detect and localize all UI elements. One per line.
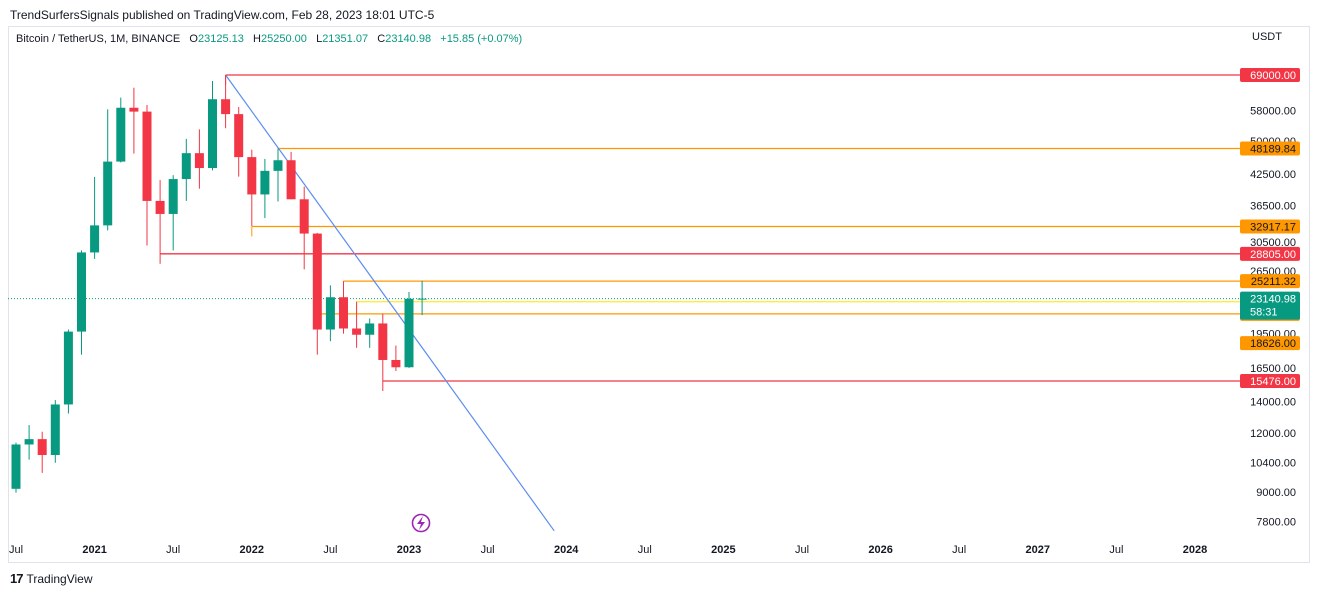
low-value: 21351.07 — [322, 33, 369, 45]
y-tick-label: 42500.00 — [1250, 169, 1296, 181]
candle-body[interactable] — [155, 200, 165, 214]
tradingview-brand[interactable]: 17 TradingView — [10, 571, 93, 586]
candle-body[interactable] — [24, 439, 34, 445]
brand-name: TradingView — [26, 571, 93, 586]
y-tick-label: 12000.00 — [1250, 428, 1296, 440]
x-tick-label: 2025 — [711, 544, 735, 556]
y-tick-label: 16500.00 — [1250, 363, 1296, 375]
candle-body[interactable] — [404, 298, 414, 368]
candle-body[interactable] — [142, 111, 152, 201]
x-tick-label: 2024 — [554, 544, 579, 556]
candle-body[interactable] — [77, 252, 86, 332]
x-tick-label: Jul — [1109, 544, 1123, 556]
trend-line[interactable] — [225, 74, 555, 532]
candle-body[interactable] — [260, 170, 270, 195]
close-value: 23140.98 — [385, 33, 432, 45]
candle-body[interactable] — [11, 444, 21, 489]
open-value: 23125.13 — [197, 33, 244, 45]
candle-body[interactable] — [194, 153, 204, 169]
level-price-label-bg — [1240, 141, 1300, 156]
level-price-label-bg — [1240, 374, 1300, 388]
candle-body[interactable] — [312, 233, 322, 330]
level-price-label: 15476.00 — [1250, 376, 1296, 388]
y-tick-label: 10400.00 — [1250, 457, 1296, 469]
candle-body[interactable] — [299, 199, 309, 234]
level-price-label: 32917.17 — [1250, 222, 1296, 234]
tradingview-logo-icon: 17 — [10, 571, 24, 586]
chart-frame — [8, 26, 1310, 563]
x-tick-label: Jul — [952, 544, 966, 556]
candle-body[interactable] — [325, 297, 335, 330]
close-label: C — [377, 33, 386, 45]
symbol-name[interactable]: Bitcoin / TetherUS, 1M, BINANCE — [16, 33, 181, 45]
level-price-label-bg — [1240, 219, 1300, 234]
high-value: 25250.00 — [261, 33, 307, 45]
x-tick-label: Jul — [323, 544, 337, 556]
level-price-label: 48189.84 — [1250, 143, 1296, 155]
candle-body[interactable] — [37, 439, 47, 456]
y-tick-label: 30500.00 — [1250, 237, 1296, 249]
candle-body[interactable] — [208, 99, 217, 169]
candle-body[interactable] — [181, 153, 191, 180]
x-tick-label: 2028 — [1183, 544, 1207, 556]
publish-info: TrendSurfersSignals published on Trading… — [10, 8, 435, 22]
candle-body[interactable] — [116, 107, 126, 162]
level-price-label-bg — [1240, 246, 1300, 261]
candle-body[interactable] — [286, 160, 296, 200]
y-tick-label: 14000.00 — [1250, 397, 1296, 409]
candle-body[interactable] — [352, 328, 362, 335]
current-price-label: 23140.98 — [1250, 294, 1296, 306]
x-tick-label: 2023 — [397, 544, 421, 556]
candle-body[interactable] — [417, 298, 427, 300]
extra-price-label-bg — [1240, 336, 1300, 351]
y-tick-label: 36500.00 — [1250, 200, 1296, 212]
candle-body[interactable] — [50, 404, 60, 456]
high-label: H — [253, 33, 261, 45]
candle-body[interactable] — [129, 107, 139, 112]
open-label: O — [189, 33, 198, 45]
x-tick-label: 2022 — [240, 544, 264, 556]
low-label: L — [316, 33, 323, 45]
level-price-label: 69000.00 — [1250, 70, 1296, 82]
y-axis-currency: USDT — [1252, 31, 1282, 43]
change-value: +15.85 (+0.07%) — [440, 33, 523, 45]
lightning-icon — [411, 513, 431, 533]
candle-body[interactable] — [378, 323, 388, 360]
candle-body[interactable] — [391, 359, 401, 368]
y-tick-label: 7800.00 — [1256, 516, 1296, 528]
current-price-label-bg — [1240, 291, 1300, 320]
x-tick-label: Jul — [9, 544, 23, 556]
candle-body[interactable] — [234, 114, 244, 158]
x-tick-label: Jul — [795, 544, 809, 556]
y-tick-label: 58000.00 — [1250, 106, 1296, 118]
x-tick-label: Jul — [166, 544, 180, 556]
level-price-label: 25211.32 — [1251, 276, 1296, 288]
candle-body[interactable] — [273, 160, 283, 171]
chart-legend: Bitcoin / TetherUS, 1M, BINANCE O23125.1… — [16, 33, 522, 45]
x-tick-label: 2027 — [1026, 544, 1050, 556]
candle-body[interactable] — [247, 157, 257, 195]
candle-body[interactable] — [339, 297, 348, 329]
candle-body[interactable] — [221, 99, 231, 115]
candle-body[interactable] — [365, 323, 375, 335]
candle-body[interactable] — [63, 331, 73, 405]
candle-body[interactable] — [90, 225, 100, 253]
level-price-label: 28805.00 — [1250, 249, 1296, 261]
level-price-label-bg — [1240, 274, 1300, 289]
x-tick-label: Jul — [638, 544, 652, 556]
level-price-label-bg — [1240, 68, 1300, 82]
x-tick-label: 2026 — [868, 544, 892, 556]
x-tick-label: 2021 — [82, 544, 106, 556]
candle-body[interactable] — [103, 161, 113, 226]
candle-body[interactable] — [168, 179, 178, 214]
bar-countdown: 58:31 — [1250, 307, 1278, 319]
x-tick-label: Jul — [481, 544, 495, 556]
extra-price-label: 18626.00 — [1250, 338, 1296, 350]
y-tick-label: 9000.00 — [1256, 487, 1296, 499]
